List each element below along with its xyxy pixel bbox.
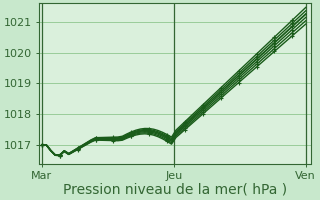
X-axis label: Pression niveau de la mer( hPa ): Pression niveau de la mer( hPa ) — [63, 183, 287, 197]
